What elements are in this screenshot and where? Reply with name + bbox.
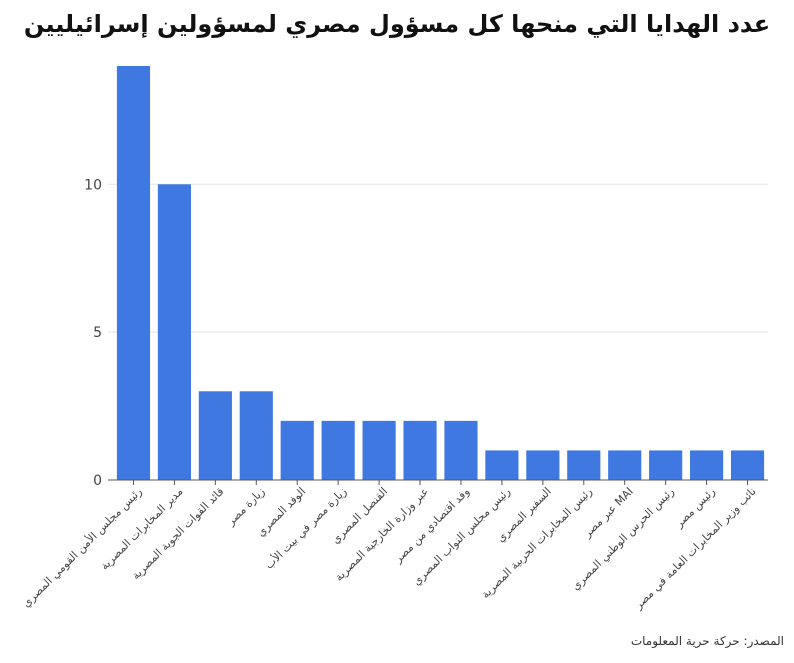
bar (608, 450, 642, 480)
bar (649, 450, 683, 480)
bar (526, 450, 560, 480)
y-tick-label: 0 (93, 473, 102, 489)
chart-source: المصدر: حركة حرية المعلومات (630, 634, 784, 648)
y-tick-label: 5 (93, 325, 102, 341)
x-tick-label: زيارة مصر في بيت الأب (262, 484, 349, 571)
bar (157, 184, 191, 481)
bar (403, 420, 437, 480)
bar (485, 450, 519, 480)
bar (730, 450, 765, 480)
y-tick-label: 10 (84, 177, 102, 193)
bar (116, 66, 151, 480)
bar (198, 391, 232, 480)
bar (321, 420, 355, 480)
bar (444, 420, 478, 480)
bar (239, 391, 273, 480)
bar (690, 450, 724, 480)
chart-title: عدد الهدايا التي منحها كل مسؤول مصري لمس… (23, 10, 771, 38)
x-tick-label: وفد اقتصادي من مصر (391, 485, 472, 566)
bar (567, 450, 601, 480)
bar (280, 420, 314, 480)
bar (362, 420, 396, 480)
